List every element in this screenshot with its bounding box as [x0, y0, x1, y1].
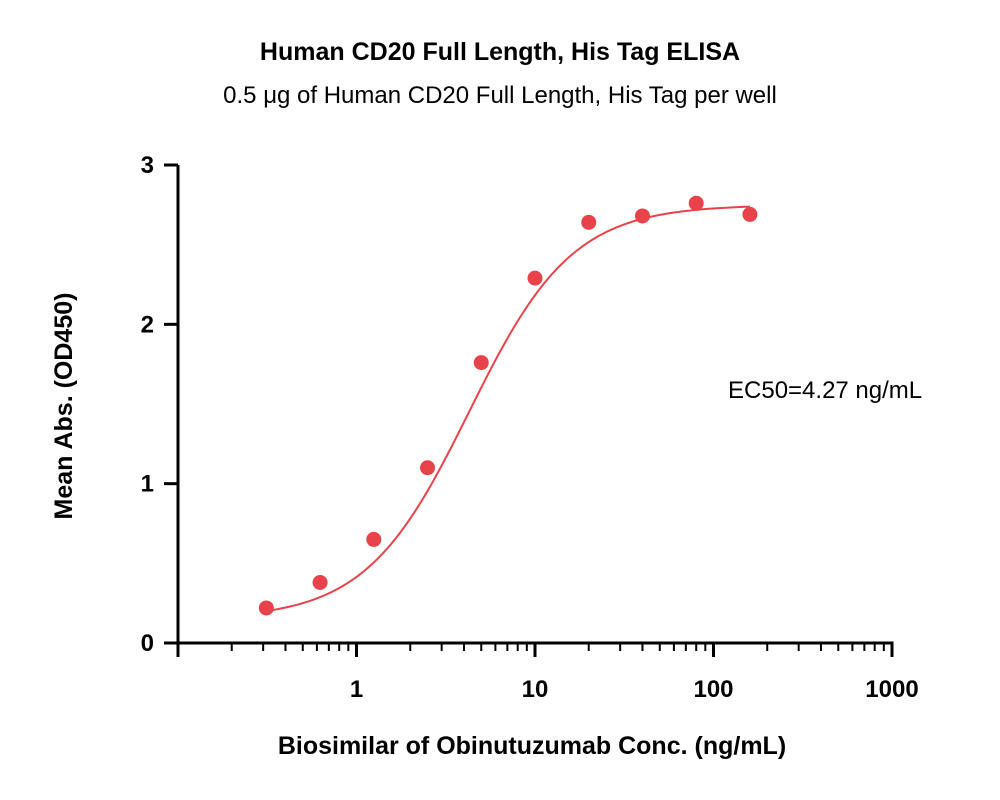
axes [164, 163, 894, 657]
y-tick-label: 1 [141, 471, 154, 498]
ec50-annotation: EC50=4.27 ng/mL [728, 377, 922, 404]
data-point [688, 195, 704, 211]
fit-curve [266, 205, 750, 613]
data-point [420, 460, 436, 476]
x-tick-label: 1000 [865, 676, 918, 703]
data-point [473, 355, 489, 371]
chart-subtitle: 0.5 μg of Human CD20 Full Length, His Ta… [223, 82, 777, 109]
y-tick-label: 2 [141, 311, 154, 338]
data-point [527, 270, 543, 286]
x-tick-label: 10 [522, 676, 549, 703]
x-tick-label: 100 [693, 676, 733, 703]
data-point [581, 214, 597, 230]
labels-layer: 0 1 2 3 1 10 100 1000 Biosimilar of Obinutuzumab… [50, 152, 922, 760]
data-points-layer [258, 195, 758, 616]
data-point [634, 208, 650, 224]
data-point [258, 600, 274, 616]
y-axis-label: Mean Abs. (OD450) [50, 293, 78, 520]
fit-curve-layer [266, 205, 750, 613]
y-tick-label: 3 [141, 152, 154, 179]
x-axis-label: Biosimilar of Obinutuzumab Conc. (ng/mL) [278, 732, 786, 760]
y-tick-label: 0 [141, 630, 154, 657]
x-tick-label: 1 [350, 676, 363, 703]
chart-title: Human CD20 Full Length, His Tag ELISA [259, 38, 741, 66]
data-point [312, 574, 328, 590]
data-point [742, 206, 758, 222]
data-point [366, 531, 382, 547]
